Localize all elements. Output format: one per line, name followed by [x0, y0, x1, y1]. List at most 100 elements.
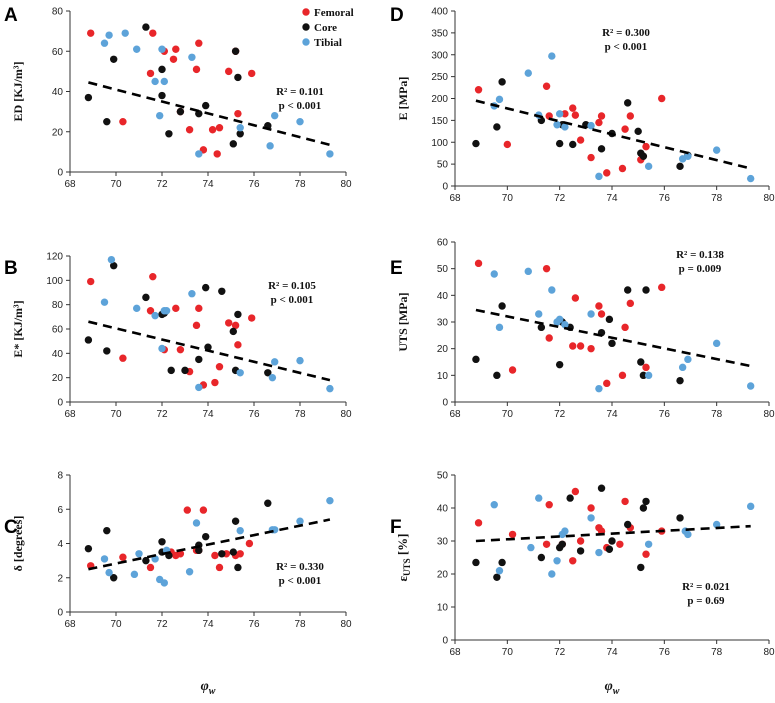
x-tick-label: 68 [449, 647, 461, 658]
x-tick-label: 70 [502, 409, 514, 420]
y-tick-label: 120 [46, 252, 63, 263]
x-tick-label: 70 [110, 409, 122, 420]
x-tick-label: 80 [763, 409, 775, 420]
data-point-tibial [195, 383, 203, 392]
data-point-femoral [192, 321, 201, 330]
data-point-core [231, 47, 240, 55]
data-point-core [264, 369, 272, 377]
legend-marker-core [302, 23, 310, 31]
data-point-core [103, 117, 111, 126]
data-point-tibial [712, 520, 721, 529]
data-point-tibial [553, 557, 561, 565]
data-point-femoral [225, 67, 233, 76]
data-point-femoral [569, 104, 577, 112]
data-point-femoral [621, 125, 629, 133]
x-tick-label: 68 [64, 179, 76, 190]
data-point-core [624, 286, 632, 294]
x-tick-label: 72 [156, 179, 168, 190]
y-tick-label: 0 [57, 168, 63, 179]
data-point-tibial [490, 501, 498, 509]
x-tick-label: 74 [202, 409, 214, 420]
y-tick-label: 0 [57, 608, 63, 619]
data-point-femoral [571, 487, 580, 496]
data-point-core [493, 573, 501, 581]
data-point-femoral [571, 111, 580, 119]
x-tick-label: 70 [502, 193, 514, 204]
data-point-femoral [508, 366, 517, 374]
trend-line [88, 518, 331, 571]
data-point-femoral [587, 153, 595, 162]
data-point-tibial [151, 311, 159, 320]
data-point-tibial [296, 117, 304, 126]
data-point-tibial [587, 121, 595, 130]
y-axis-label: E* [KJ/m³] [11, 300, 25, 357]
data-point-femoral [119, 553, 127, 561]
data-point-tibial [595, 548, 603, 557]
data-point-tibial [236, 369, 244, 377]
y-tick-label: 60 [437, 238, 449, 249]
y-tick-label: 60 [52, 325, 64, 336]
data-point-femoral [542, 540, 551, 548]
panel-letter: C [4, 517, 18, 538]
x-tick-label: 76 [659, 193, 671, 204]
data-point-core [624, 520, 632, 529]
data-point-core [576, 547, 585, 555]
data-point-core [202, 283, 210, 292]
trend-line [475, 308, 751, 368]
y-tick-label: 60 [52, 47, 64, 58]
data-point-femoral [642, 142, 650, 151]
data-point-tibial [495, 567, 504, 575]
data-point-tibial [271, 111, 279, 120]
data-point-tibial [587, 514, 595, 522]
data-point-core [218, 550, 226, 558]
data-point-femoral [225, 319, 233, 327]
panel-letter: D [390, 5, 404, 26]
data-point-tibial [188, 290, 196, 298]
r-squared-label: R² = 0.300 [602, 27, 650, 39]
data-point-core [639, 371, 648, 380]
data-point-core [229, 327, 237, 336]
x-axis-label: φw [201, 679, 216, 697]
y-tick-label: 8 [57, 471, 63, 482]
data-point-core [608, 339, 616, 348]
data-point-tibial [160, 579, 168, 587]
data-point-core [103, 526, 111, 535]
data-point-core [202, 101, 210, 110]
data-point-tibial [192, 519, 201, 527]
y-tick-label: 400 [431, 7, 448, 18]
data-point-tibial [162, 307, 171, 315]
data-point-tibial [595, 384, 603, 393]
data-point-tibial [268, 373, 277, 382]
data-point-femoral [236, 550, 244, 558]
y-tick-label: 30 [437, 537, 449, 548]
y-tick-label: 50 [437, 471, 449, 482]
data-point-femoral [172, 304, 180, 313]
data-point-core [537, 553, 546, 562]
data-point-core [569, 140, 577, 149]
data-point-tibial [548, 52, 556, 60]
data-point-core [110, 55, 118, 63]
data-point-femoral [658, 283, 666, 292]
x-tick-label: 76 [248, 409, 260, 420]
data-point-femoral [213, 150, 221, 158]
r-squared-label: R² = 0.105 [268, 280, 316, 292]
data-point-femoral [119, 117, 127, 126]
data-point-tibial [236, 526, 244, 535]
data-point-core [264, 499, 272, 507]
data-point-tibial [188, 53, 196, 61]
data-point-core [642, 497, 650, 506]
y-tick-label: 300 [431, 50, 448, 61]
data-point-tibial [548, 286, 556, 294]
data-point-core [555, 360, 564, 369]
data-point-tibial [553, 121, 561, 129]
legend-marker-tibial [302, 38, 310, 46]
data-point-femoral [248, 314, 256, 322]
data-point-femoral [587, 344, 595, 353]
data-point-tibial [296, 517, 304, 525]
data-point-femoral [642, 550, 650, 558]
x-tick-label: 80 [340, 409, 352, 420]
data-point-femoral [576, 136, 585, 144]
r-squared-label: R² = 0.330 [276, 561, 324, 573]
data-point-femoral [215, 363, 224, 371]
data-point-core [158, 65, 166, 74]
